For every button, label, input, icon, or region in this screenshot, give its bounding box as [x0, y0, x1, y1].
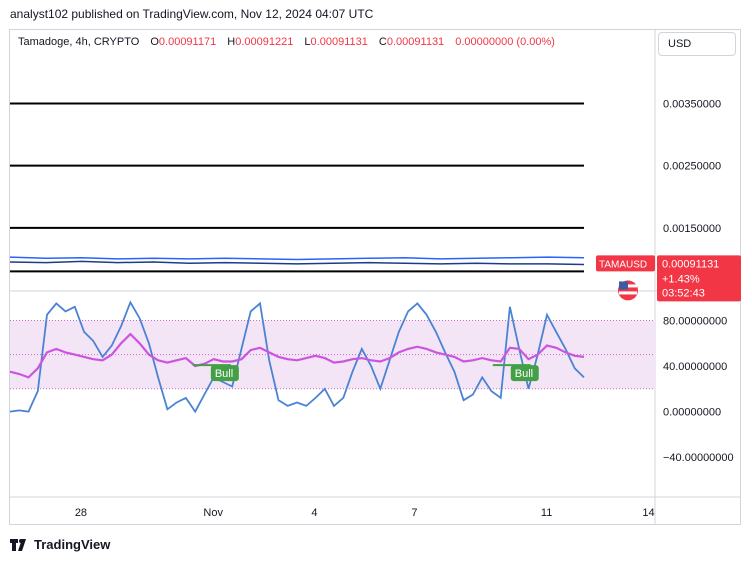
ticker-tag	[596, 255, 655, 272]
time-tick-label: 7	[411, 507, 417, 519]
open-label: O	[150, 36, 159, 48]
stoch-tick-label: 0.00000000	[663, 407, 721, 419]
symbol-label[interactable]: Tamadoge, 4h, CRYPTO	[18, 36, 140, 48]
time-tick-label: 11	[541, 507, 552, 519]
price-tick-label: 0.00150000	[663, 223, 721, 235]
tradingview-logo-icon	[10, 538, 26, 551]
close-label: C	[378, 36, 387, 48]
ohlc-legend: Tamadoge, 4h, CRYPTO O0.00091171 H0.0009…	[18, 36, 555, 48]
time-tick-label: 14	[642, 507, 654, 519]
low-label: L	[304, 36, 311, 48]
time-tick-label: 4	[311, 507, 317, 519]
us-flag-canton	[619, 281, 628, 290]
tradingview-logo[interactable]: TradingView	[10, 537, 110, 552]
low-value: 0.00091131	[310, 36, 368, 48]
ticker-label: TAMAUSD	[599, 259, 647, 270]
bull-label: Bull	[215, 368, 233, 380]
stoch-line-1	[9, 332, 585, 379]
us-flag-stripe	[619, 291, 637, 295]
open-value: 0.00091171	[158, 36, 217, 48]
high-value: 0.00091221	[235, 36, 294, 48]
publisher-line: analyst102 published on TradingView.com,…	[10, 7, 374, 21]
price-tag-countdown: 03:52:43	[662, 287, 705, 299]
price-tick-label: 0.00350000	[663, 99, 721, 111]
time-tick-label: 28	[75, 507, 87, 519]
bull-label-box	[510, 365, 539, 382]
stoch-line-0	[9, 300, 585, 414]
stoch-tick-label: 40.00000000	[663, 361, 727, 373]
price-line-0	[9, 256, 585, 261]
stoch-tick-label: 80.00000000	[663, 315, 727, 327]
price-tag-change: +1.43%	[662, 273, 700, 285]
price-tick-label: 0.00250000	[663, 161, 721, 173]
high-label: H	[227, 36, 236, 48]
close-value: 0.00091131	[386, 36, 445, 48]
stoch-tick-label: −40.00000000	[663, 452, 734, 464]
price-tag	[657, 255, 741, 302]
bull-label-box	[210, 365, 239, 382]
change-value: 0.00000000 (0.00%)	[455, 36, 555, 48]
currency-button[interactable]: USD	[658, 32, 736, 56]
time-tick-label: Nov	[203, 507, 223, 519]
price-line-1	[9, 260, 585, 266]
bull-label: Bull	[515, 368, 533, 380]
brand-name: TradingView	[34, 537, 111, 552]
price-tag-value: 0.00091131	[662, 258, 719, 270]
